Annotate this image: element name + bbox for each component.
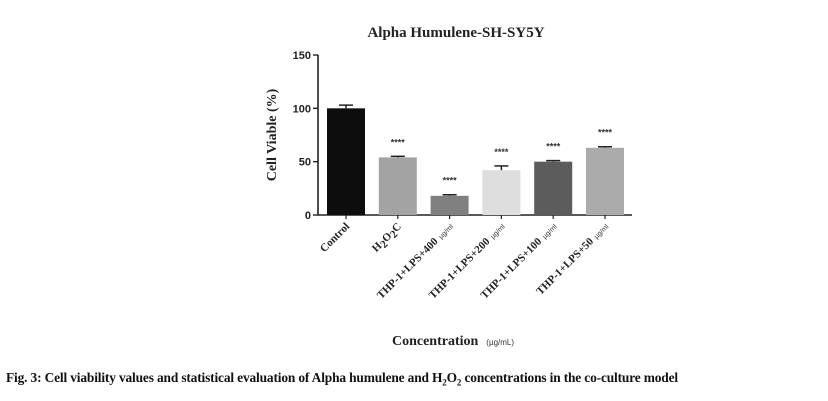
y-tick-label: 50 <box>299 157 311 169</box>
bar <box>534 161 573 215</box>
bar <box>482 170 521 215</box>
caption-suffix: concentrations in the co-culture model <box>461 370 678 385</box>
caption-sub-1: 2 <box>442 377 447 388</box>
caption-sub-2: 2 <box>456 377 462 388</box>
caption-mid: O <box>446 370 457 385</box>
bar <box>327 108 365 215</box>
bar-chart: Alpha Humulene-SH-SY5Y Cell Viable (%) 0… <box>265 25 632 349</box>
figure-caption: Fig. 3: Cell viability values and statis… <box>6 370 826 388</box>
x-axis-label-text: Concentration <box>392 334 479 349</box>
significance-stars: **** <box>443 176 458 186</box>
y-tick-label: 0 <box>305 210 311 222</box>
bar <box>586 147 624 215</box>
significance-stars: **** <box>391 137 406 147</box>
significance-stars: **** <box>598 128 613 138</box>
x-category-labels: Control H2O2CTHP-1+LPS+400µg/mlTHP-1+LPS+… <box>318 221 611 302</box>
y-tick-label: 100 <box>293 103 311 115</box>
x-category-label: Control <box>318 221 352 255</box>
y-ticks: 0 50 100 150 <box>293 50 318 222</box>
chart-title: Alpha Humulene-SH-SY5Y <box>367 25 544 41</box>
x-axis-label: Concentration (µg/mL) <box>392 332 514 349</box>
bars: **** **** **** **** **** <box>327 104 624 219</box>
bar <box>430 195 469 215</box>
x-axis-unit: (µg/mL) <box>486 338 514 347</box>
caption-prefix: Fig. 3: Cell viability values and statis… <box>6 370 443 385</box>
y-tick-label: 150 <box>293 50 311 62</box>
significance-stars: **** <box>494 147 509 157</box>
bar <box>378 157 417 215</box>
significance-stars: **** <box>546 142 561 152</box>
x-category-label: H2O2C <box>370 221 406 257</box>
y-axis-label: Cell Viable (%) <box>265 88 280 181</box>
